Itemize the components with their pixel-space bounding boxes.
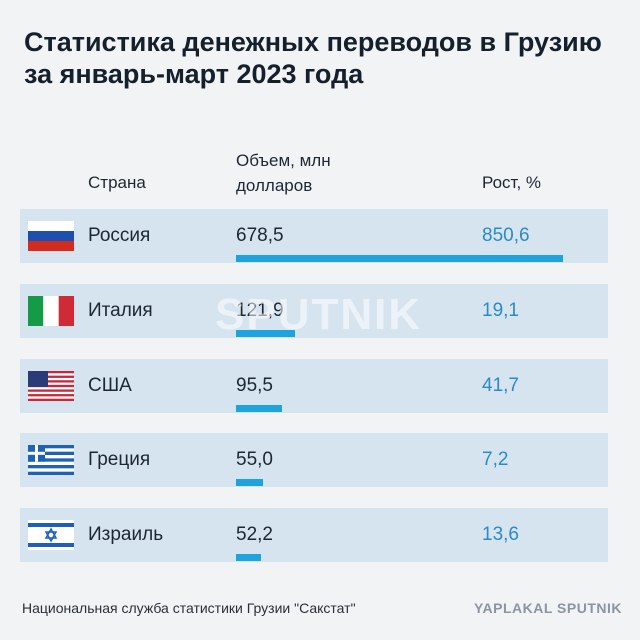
flag-icon	[28, 221, 74, 251]
flag	[28, 445, 74, 476]
growth-label: 850,6	[482, 225, 530, 246]
bar	[236, 255, 564, 262]
country: Россия	[88, 225, 151, 246]
flag-icon	[28, 520, 74, 551]
row-background	[20, 433, 608, 488]
country: Италия	[88, 299, 153, 321]
row-background	[20, 358, 608, 413]
country: США	[88, 374, 132, 396]
row-background	[20, 209, 608, 263]
bar	[236, 479, 263, 487]
growth-label: 41,7	[482, 374, 519, 396]
volume-label: 678,5	[236, 225, 284, 246]
watermark: SPUTNIK	[215, 290, 423, 339]
growth-label: 13,6	[482, 524, 519, 546]
volume-label: 55,0	[236, 449, 273, 471]
row-background	[20, 283, 608, 338]
flag-icon	[28, 445, 74, 476]
source: Национальная служба статистики Грузии "С…	[22, 600, 356, 616]
title: Статистика денежных переводов в Грузию з…	[24, 27, 602, 89]
flag	[28, 295, 74, 326]
growth-header: Рост, %	[482, 173, 542, 192]
growth-label: 7,2	[482, 449, 509, 471]
volume-header: Объем, млн долларов	[236, 151, 331, 195]
flag	[28, 520, 74, 551]
flag-icon	[28, 295, 74, 326]
volume-label: 95,5	[236, 374, 273, 396]
bar	[236, 329, 295, 337]
growth-label: 19,1	[482, 299, 519, 321]
bar	[236, 404, 283, 412]
bar	[236, 554, 262, 562]
country: Израиль	[88, 524, 164, 546]
flag	[28, 221, 74, 251]
country: Греция	[88, 449, 151, 471]
flag	[28, 370, 74, 401]
logo: YAPLAKAL SPUTNIK	[473, 600, 622, 616]
volume-label: 52,2	[236, 524, 273, 546]
category-header: Страна	[88, 173, 146, 192]
row-background	[20, 508, 608, 563]
volume-label: 121,9	[236, 299, 284, 321]
flag-icon	[28, 370, 74, 401]
